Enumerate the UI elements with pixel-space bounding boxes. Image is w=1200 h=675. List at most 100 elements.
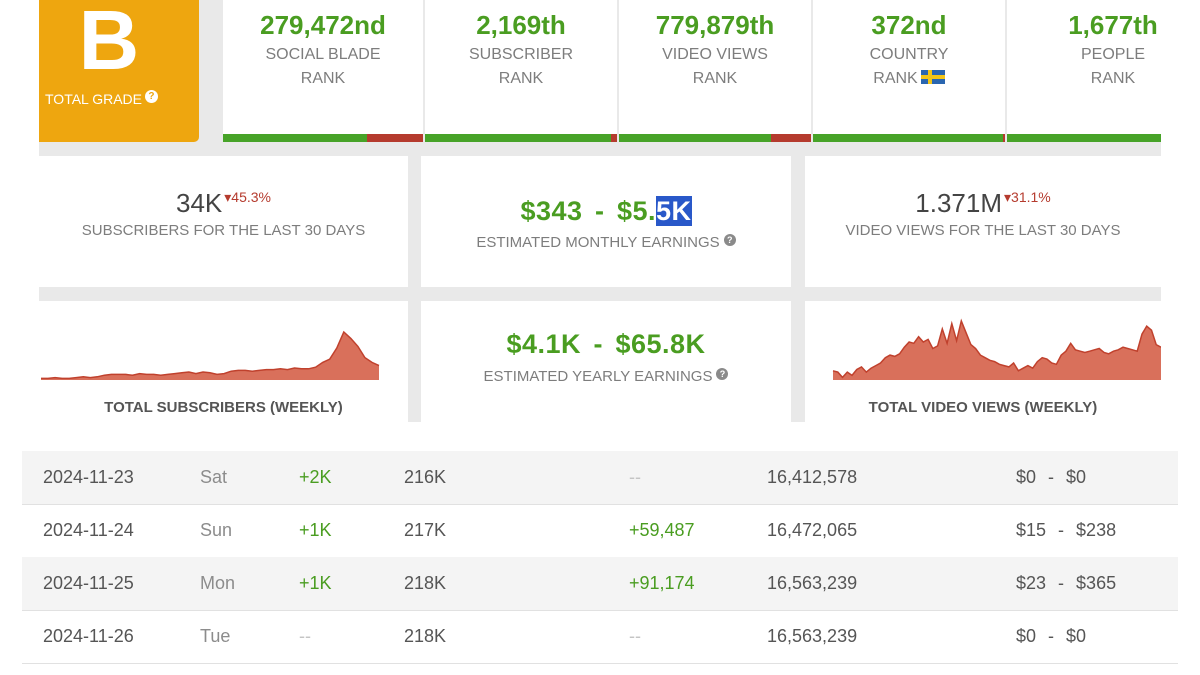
views-change-cell: -- [629, 467, 641, 487]
subscribers-cell: 218K [404, 626, 447, 646]
rank-video-views: 779,879th VIDEO VIEWS RANK [619, 0, 811, 142]
weekday-cell: Mon [200, 573, 236, 593]
yearly-earnings-low: $4.1K [506, 329, 582, 359]
rank-value: 279,472nd [260, 10, 386, 40]
subscribers-30-days-value: 34K [176, 188, 223, 218]
yearly-earnings-figure: $4.1K - $65.8K [421, 329, 791, 360]
weekly-subscribers-chart-card: TOTAL SUBSCRIBERS (WEEKLY) [39, 301, 408, 422]
rank-people: 1,677th PEOPLE RANK [1007, 0, 1161, 142]
monthly-earnings-card: $343 - $5.5K ESTIMATED MONTHLY EARNINGS? [421, 156, 791, 287]
date-cell: 2024-11-24 [43, 520, 134, 540]
estimated-earnings-cell: $23- $365 [1016, 557, 1116, 610]
table-divider [22, 663, 1178, 664]
rank-percentile-fill [813, 134, 1004, 142]
rank-percentile-fill [619, 134, 771, 142]
yearly-earnings-high: $65.8K [615, 329, 706, 359]
subscribers-30-days-figure: 34K ▾45.3% [39, 188, 408, 219]
earnings-low: $0 [1016, 467, 1037, 487]
earnings-low: $0 [1016, 626, 1037, 646]
subscriber-change-cell: +1K [299, 520, 332, 540]
monthly-earnings-high-start: $5. [616, 196, 656, 226]
table-row: 2024-11-24 Sun +1K 217K +59,487 16,472,065 $15… [22, 504, 1178, 557]
grade-label: TOTAL GRADE [45, 91, 142, 107]
rank-percentile-bar [813, 134, 1005, 142]
monthly-help-icon[interactable]: ? [723, 234, 736, 246]
views-cell: 16,563,239 [767, 573, 858, 593]
views-change-cell: -- [629, 626, 641, 646]
grade-letter: B [78, 0, 140, 87]
rank-percentile-fill [1007, 134, 1161, 142]
subscribers-30-days-caption: SUBSCRIBERS FOR THE LAST 30 DAYS [81, 222, 366, 239]
estimated-earnings-cell: $0- $0 [1016, 451, 1086, 504]
rank-label-suffix: RANK [873, 70, 918, 87]
monthly-earnings-low: $343 [520, 196, 583, 226]
monthly-earnings-figure: $343 - $5.5K [421, 196, 791, 227]
sweden-flag-icon [920, 70, 945, 84]
rank-value: 1,677th [1068, 10, 1158, 40]
subscribers-change-percent: 45.3% [231, 189, 271, 205]
yearly-earnings-card: $4.1K - $65.8K ESTIMATED YEARLY EARNINGS… [421, 301, 791, 422]
earnings-low: $23 [1016, 573, 1047, 593]
views-change-cell: +59,487 [629, 520, 695, 540]
date-cell: 2024-11-26 [43, 626, 134, 646]
rank-label: SUBSCRIBER [468, 46, 574, 63]
table-divider [22, 610, 1178, 611]
weekday-cell: Tue [200, 626, 231, 646]
text-selection-highlight: 5K [656, 196, 692, 226]
subscribers-30-days-change: ▾45.3% [224, 189, 271, 205]
down-arrow-icon: ▾ [224, 189, 232, 205]
rank-percentile-bar [619, 134, 811, 142]
rank-percentile-fill [223, 134, 367, 142]
earnings-separator: - [1058, 573, 1065, 593]
estimated-earnings-cell: $0- $0 [1016, 610, 1086, 663]
monthly-earnings-caption: ESTIMATED MONTHLY EARNINGS [476, 234, 720, 251]
rank-label-suffix: RANK [692, 70, 738, 87]
views-cell: 16,412,578 [767, 467, 858, 487]
earnings-high: $0 [1066, 467, 1087, 487]
earnings-separator: - [1048, 626, 1055, 646]
rank-percentile-bar [1007, 134, 1161, 142]
subscribers-cell: 216K [404, 467, 447, 487]
table-row: 2024-11-23 Sat +2K 216K -- 16,412,578 $0- $0 [22, 451, 1178, 504]
earnings-low: $15 [1016, 520, 1047, 540]
weekday-cell: Sat [200, 467, 228, 487]
grade-help-icon[interactable]: ? [144, 90, 158, 103]
rank-label: VIDEO VIEWS [662, 46, 768, 63]
table-divider [22, 504, 1178, 505]
grade-label-group: TOTAL GRADE ? [45, 90, 158, 107]
date-cell: 2024-11-23 [43, 467, 134, 487]
rank-label: COUNTRY [869, 46, 949, 63]
rank-country: 372nd COUNTRY RANK [813, 0, 1005, 142]
earnings-high: $365 [1076, 573, 1117, 593]
yearly-earnings-separator: - [593, 329, 603, 359]
rank-label: SOCIAL BLADE [265, 46, 381, 63]
monthly-earnings-separator: - [595, 196, 605, 226]
weekday-cell: Sun [200, 520, 233, 540]
earnings-separator: - [1058, 520, 1065, 540]
video-views-change-percent: 31.1% [1011, 189, 1051, 205]
yearly-earnings-caption: ESTIMATED YEARLY EARNINGS [483, 368, 713, 385]
rank-label-suffix: RANK [498, 70, 544, 87]
rank-value: 372nd [871, 10, 947, 40]
earnings-separator: - [1048, 467, 1055, 487]
yearly-help-icon[interactable]: ? [716, 368, 729, 380]
rank-percentile-fill [425, 134, 612, 142]
subscribers-cell: 218K [404, 573, 447, 593]
rank-social-blade: 279,472nd SOCIAL BLADE RANK [223, 0, 423, 142]
total-grade-card: B TOTAL GRADE ? [39, 0, 199, 142]
subscriber-change-cell: +1K [299, 573, 332, 593]
monthly-earnings-high[interactable]: $5.5K [617, 196, 692, 226]
chart-line [832, 318, 1161, 379]
rank-label-suffix: RANK [1090, 70, 1136, 87]
weekly-video-views-chart-card: TOTAL VIDEO VIEWS (WEEKLY) [805, 301, 1161, 422]
subscriber-change-cell: -- [299, 626, 311, 646]
rank-value: 2,169th [476, 10, 566, 40]
video-views-30-days-caption: VIDEO VIEWS FOR THE LAST 30 DAYS [845, 222, 1121, 239]
video-views-30-days-value: 1.371M [915, 188, 1002, 218]
earnings-high: $0 [1066, 626, 1087, 646]
rank-subscriber: 2,169th SUBSCRIBER RANK [425, 0, 617, 142]
table-row: 2024-11-25 Mon +1K 218K +91,174 16,563,239 $23… [22, 557, 1178, 610]
chart-area [833, 321, 1161, 380]
chart-line [41, 330, 380, 380]
subscribers-cell: 217K [404, 520, 447, 540]
